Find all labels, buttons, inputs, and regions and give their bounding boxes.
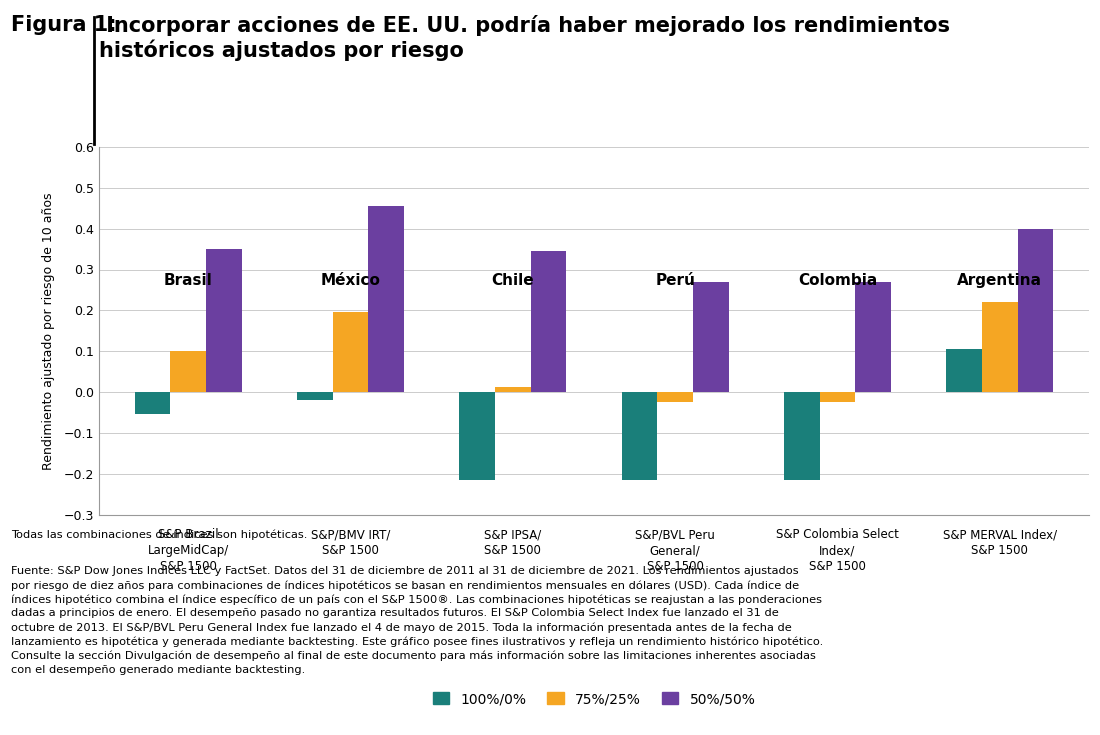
Text: Perú: Perú <box>656 273 695 289</box>
Bar <box>206 249 242 392</box>
Text: México: México <box>320 273 381 289</box>
Legend: 100%/0%, 75%/25%, 50%/50%: 100%/0%, 75%/25%, 50%/50% <box>432 692 756 706</box>
Text: Chile: Chile <box>492 273 535 289</box>
Text: Figura 1:: Figura 1: <box>11 15 117 35</box>
Text: Todas las combinaciones de índices son hipotéticas.: Todas las combinaciones de índices son h… <box>11 529 307 539</box>
Bar <box>1018 229 1054 392</box>
Text: Colombia: Colombia <box>798 273 877 289</box>
Text: Fuente: S&P Dow Jones Indices LLC y FactSet. Datos del 31 de diciembre de 2011 a: Fuente: S&P Dow Jones Indices LLC y Fact… <box>11 566 823 675</box>
Y-axis label: Rendimiento ajustado por riesgo de 10 años: Rendimiento ajustado por riesgo de 10 añ… <box>43 192 55 470</box>
Bar <box>621 392 658 480</box>
Bar <box>784 392 820 480</box>
Bar <box>368 207 404 392</box>
Bar <box>134 392 170 415</box>
Bar <box>693 282 728 392</box>
Bar <box>495 387 530 392</box>
Text: Argentina: Argentina <box>957 273 1042 289</box>
Text: Incorporar acciones de EE. UU. podría haber mejorado los rendimientos
históricos: Incorporar acciones de EE. UU. podría ha… <box>99 15 950 61</box>
Text: Brasil: Brasil <box>164 273 212 289</box>
Bar <box>170 351 206 392</box>
Bar <box>658 392 693 402</box>
Bar <box>946 349 982 392</box>
Bar <box>332 312 368 392</box>
Bar <box>297 392 332 400</box>
Bar <box>530 251 566 392</box>
Bar <box>460 392 495 480</box>
Bar <box>982 302 1018 392</box>
Bar <box>856 282 891 392</box>
Bar <box>820 392 856 402</box>
